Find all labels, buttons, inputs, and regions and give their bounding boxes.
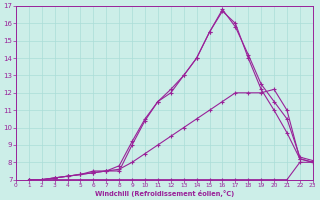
X-axis label: Windchill (Refroidissement éolien,°C): Windchill (Refroidissement éolien,°C)	[95, 190, 234, 197]
